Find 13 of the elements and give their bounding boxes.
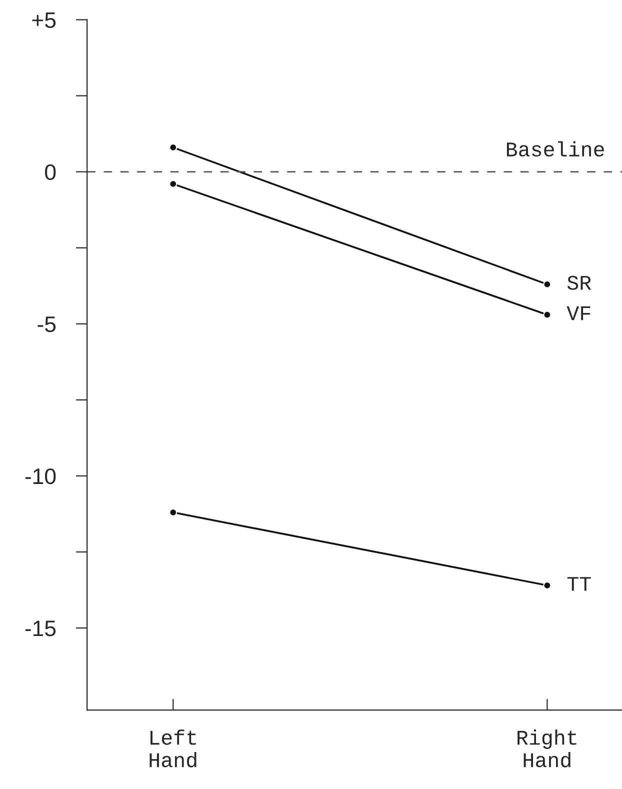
- y-tick-label: 0: [45, 164, 56, 180]
- series-label: VF: [566, 306, 590, 320]
- x-tick-label: Left Hand: [150, 730, 196, 768]
- ref-line-label: Baseline: [506, 141, 604, 157]
- y-tick-label: -5: [38, 316, 56, 332]
- y-tick-label: -10: [25, 468, 56, 484]
- series-label: TT: [567, 577, 591, 591]
- y-tick-label: +5: [32, 12, 56, 28]
- x-tick-label: Right Hand: [518, 730, 576, 768]
- point: [543, 310, 552, 319]
- series-label: SR: [567, 276, 592, 290]
- y-tick-label: -15: [25, 620, 56, 636]
- point: [543, 280, 552, 288]
